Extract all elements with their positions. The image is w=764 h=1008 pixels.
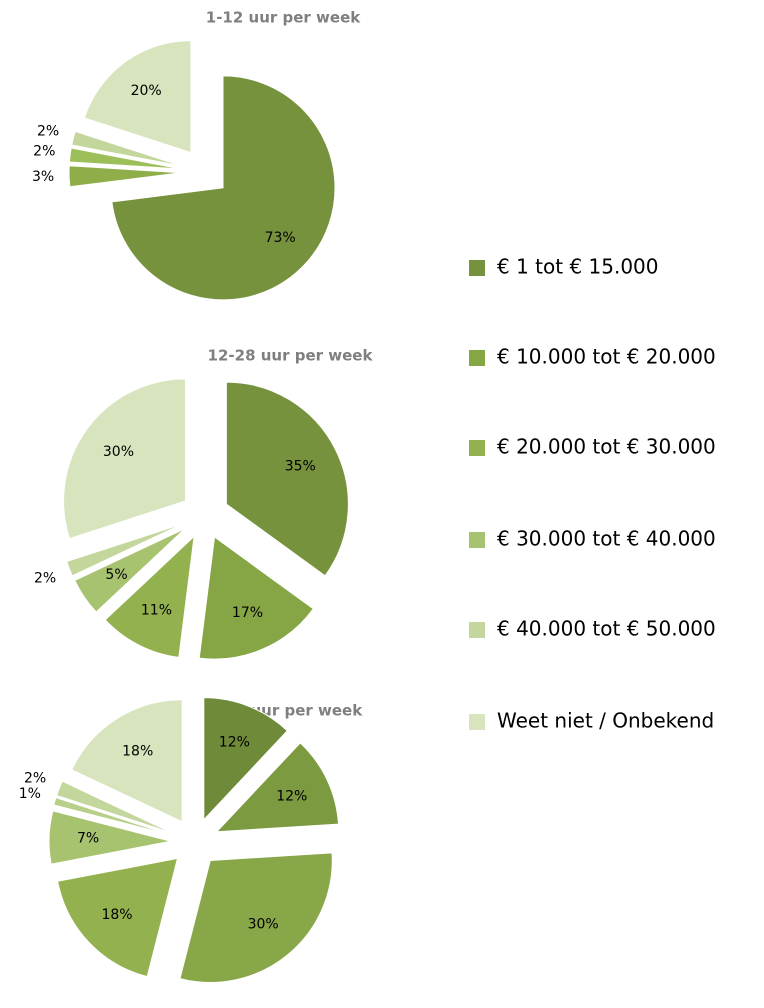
pie-slice	[70, 174, 182, 190]
data-label: 1%	[19, 786, 41, 802]
pie-slice	[56, 780, 173, 834]
legend-swatch	[469, 440, 485, 456]
pie-slice	[68, 147, 182, 170]
legend-label: Weet niet / Onbekend	[497, 709, 714, 733]
pie-slice	[71, 699, 183, 823]
pie-slice	[111, 75, 336, 301]
data-label: 2%	[33, 144, 55, 160]
legend-label: € 30.000 tot € 40.000	[497, 527, 716, 551]
data-label: 2%	[24, 771, 46, 787]
pie-slice	[215, 742, 340, 833]
data-label: 18%	[122, 744, 153, 760]
pie-slice	[179, 852, 333, 983]
data-label: 30%	[103, 444, 134, 460]
data-label: 12%	[276, 788, 307, 804]
data-label: 3%	[32, 169, 54, 185]
data-label: 2%	[34, 570, 56, 586]
pie-slice	[104, 535, 195, 658]
data-label: 5%	[105, 567, 127, 583]
legend-label: € 1 tot € 15.000	[497, 255, 659, 279]
legend-swatch	[469, 532, 485, 548]
data-label: 73%	[265, 230, 296, 246]
pie-slice	[53, 796, 173, 836]
legend-label: € 20.000 tot € 30.000	[497, 435, 716, 459]
pie-slice	[48, 810, 172, 865]
data-label: 35%	[285, 458, 316, 474]
data-label: 18%	[101, 907, 132, 923]
legend-swatch	[469, 622, 485, 638]
legend-swatch	[469, 714, 485, 730]
legend-swatch	[469, 260, 485, 276]
legend-label: € 10.000 tot € 20.000	[497, 345, 716, 369]
pie-slice	[225, 381, 349, 577]
pie-slice	[203, 697, 289, 821]
pie-slice	[63, 378, 187, 540]
data-label: 20%	[131, 83, 162, 99]
legend-label: € 40.000 tot € 50.000	[497, 617, 716, 641]
data-label: 12%	[219, 735, 250, 751]
chart-title: 12-28 uur per week	[208, 347, 374, 365]
data-label: 11%	[141, 602, 172, 618]
pie-slice	[71, 130, 182, 167]
data-label: 17%	[232, 605, 263, 621]
chart-title: 1-12 uur per week	[206, 9, 361, 27]
pie-slice	[198, 536, 314, 660]
pie-slice	[57, 857, 179, 978]
pie-slice	[66, 523, 183, 577]
data-label: 2%	[37, 124, 59, 140]
pie-slice	[74, 528, 186, 613]
pie-slice	[83, 40, 192, 154]
legend-swatch	[469, 350, 485, 366]
data-label: 7%	[77, 831, 99, 847]
pie-slice	[68, 165, 182, 188]
data-label: 30%	[248, 916, 279, 932]
